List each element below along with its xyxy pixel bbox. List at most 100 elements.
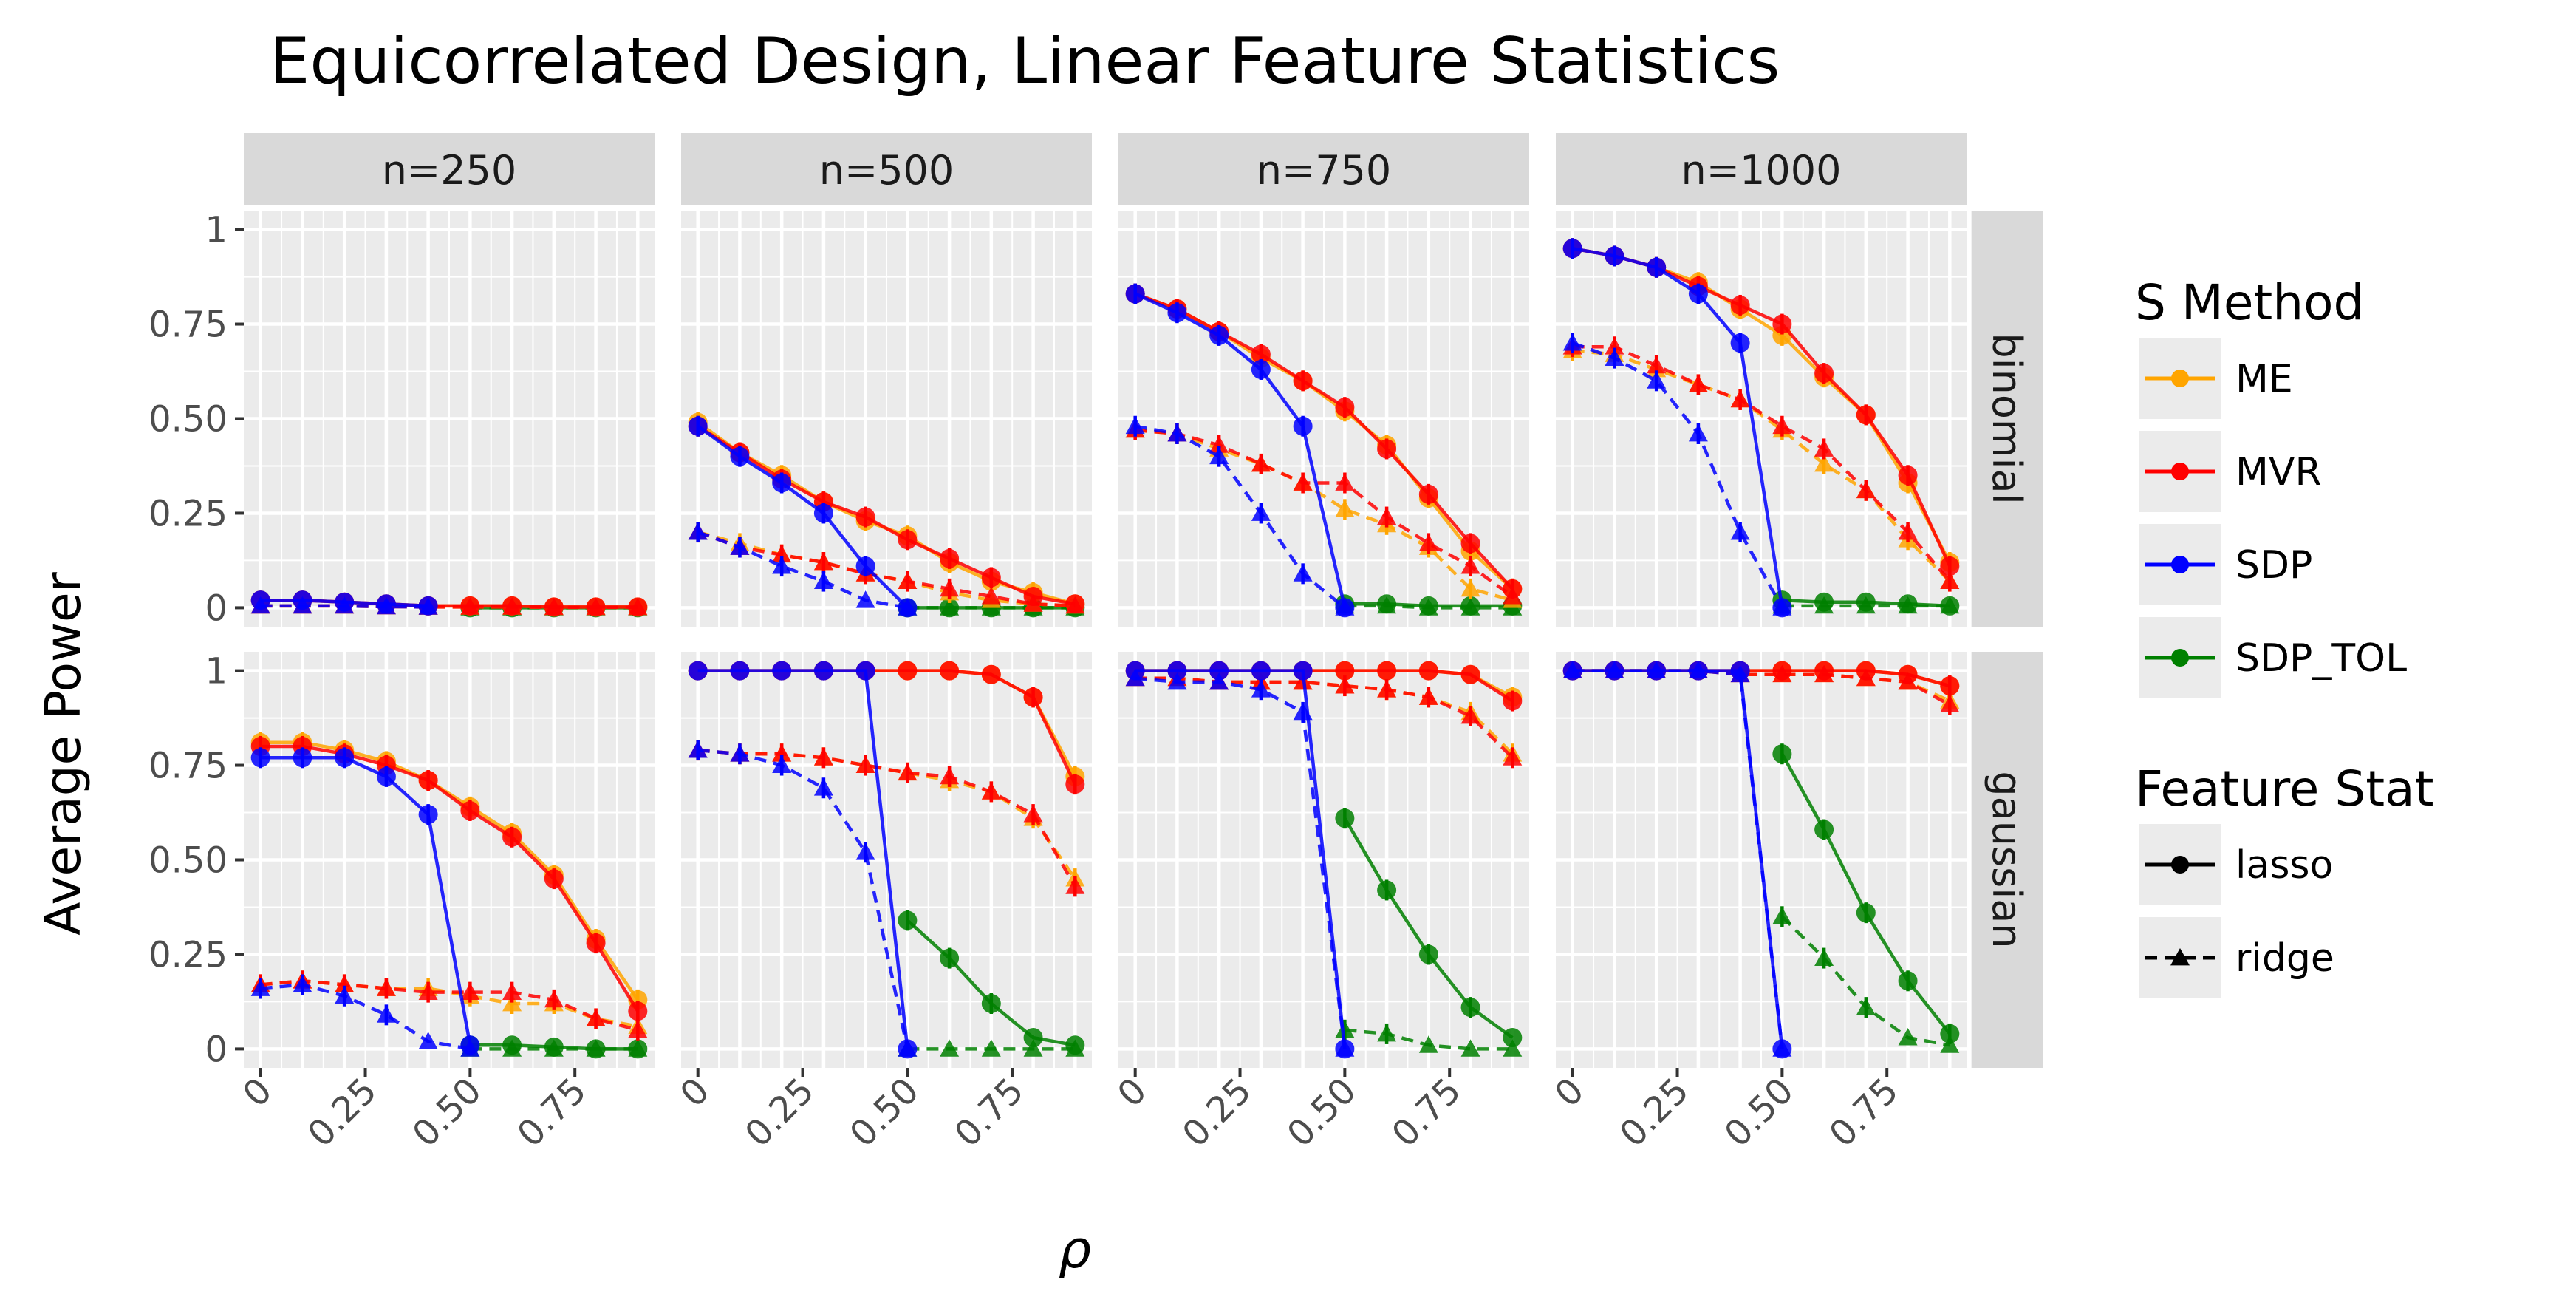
data-point [1023, 805, 1043, 823]
data-point [418, 805, 438, 825]
data-point [586, 1039, 606, 1059]
legend-method-title: S Method [2135, 274, 2364, 331]
data-point [1856, 592, 1876, 612]
legend: S Method Feature Stat ME MVR SDP SDP_TOLlas… [2135, 274, 2433, 998]
series-mvr-ridge-line [1572, 345, 1952, 583]
data-point [1209, 661, 1229, 681]
data-point [730, 661, 750, 681]
data-point [1209, 325, 1229, 345]
data-point [1335, 398, 1355, 418]
legend-label-mvr: MVR [2235, 450, 2322, 494]
data-point [772, 556, 792, 574]
data-point [586, 1009, 606, 1026]
y-tick-label: 0.25 [148, 493, 228, 534]
column-strip-label-n-500: n=500 [819, 147, 954, 194]
series-sdp-tol-ridge [1335, 1019, 1523, 1057]
data-point [772, 661, 792, 681]
panel-gaussian-n-1000: 0 0.25 0.50 0.75 [1547, 652, 1972, 1155]
legend-label-lasso: lasso [2235, 843, 2333, 888]
data-point [293, 590, 312, 610]
data-point [813, 503, 833, 523]
data-point [1688, 423, 1708, 442]
column-strip-label-n-750: n=750 [1257, 147, 1392, 194]
data-point [688, 740, 708, 758]
row-strip-label-binomial: binomial [1984, 333, 2030, 504]
data-point [1856, 903, 1876, 923]
data-point [1335, 1020, 1355, 1038]
y-tick-label: 0.25 [148, 934, 228, 975]
data-point [1856, 661, 1876, 681]
data-point [1772, 1039, 1792, 1059]
data-point [1377, 439, 1397, 459]
data-point [981, 1039, 1001, 1057]
data-point [1418, 1035, 1438, 1053]
chart-title: Equicorrelated Design, Linear Feature St… [270, 24, 1780, 98]
data-point [1730, 522, 1750, 540]
series-sdp-ridge [1562, 333, 1792, 616]
data-point [1377, 661, 1397, 681]
series-sdp-ridge [1125, 668, 1355, 1057]
data-point [855, 661, 875, 681]
data-point [335, 592, 355, 612]
data-point [628, 597, 648, 617]
data-point [855, 590, 875, 608]
data-point [1377, 1024, 1397, 1042]
data-point [502, 596, 522, 616]
data-point [1562, 239, 1582, 259]
data-point [1814, 439, 1834, 457]
data-point [1167, 661, 1187, 681]
data-point [418, 596, 438, 616]
y-tick-label: 0.50 [148, 399, 228, 440]
data-point [1940, 571, 1960, 589]
data-point [981, 664, 1001, 684]
data-point [1418, 687, 1438, 705]
series-sdp-tol-ridge [1772, 906, 1960, 1053]
data-point [1647, 355, 1667, 374]
data-point [1772, 416, 1792, 435]
data-point [1940, 676, 1960, 696]
data-point [460, 1035, 480, 1055]
panel-gaussian-n-750: 0 0.25 0.50 0.75 [1110, 652, 1534, 1155]
data-point [418, 1032, 438, 1049]
panel-binomial-n-750 [1118, 211, 1534, 627]
panel-gaussian-n-500: 0 0.25 0.50 0.75 [672, 652, 1097, 1155]
data-point [502, 1035, 522, 1055]
data-point [855, 507, 875, 527]
data-point [772, 744, 792, 762]
panel-binomial-n-250: 0 0.25 0.50 0.75 1 [148, 210, 660, 629]
data-point [940, 579, 960, 597]
panel-binomial-n-1000 [1556, 211, 1972, 627]
panels-layer: n=250 n=500 n=750 n=1000binomialgaussian00.… [148, 133, 2043, 1155]
column-strip-n-500 [681, 133, 1092, 205]
data-point [898, 530, 918, 550]
data-point [418, 771, 438, 791]
data-point [376, 978, 396, 996]
series-sdp-tol-lasso [1335, 808, 1523, 1048]
data-point [730, 446, 750, 466]
data-point [1251, 661, 1271, 681]
series-mvr-ridge-line [697, 748, 1077, 888]
legend-label-ridge: ridge [2235, 936, 2334, 981]
series-sdp-tol-lasso [1772, 743, 1960, 1044]
data-point [1814, 948, 1834, 966]
data-point [688, 661, 708, 681]
data-point [1293, 371, 1313, 391]
data-point [1730, 389, 1750, 408]
row-strip-gaussian [1970, 652, 2043, 1068]
panel-binomial-n-500 [681, 211, 1097, 627]
data-point [1293, 564, 1313, 582]
data-point [1814, 661, 1834, 681]
data-point [1418, 944, 1438, 964]
data-point [898, 1039, 918, 1059]
y-tick-label: 0 [205, 1029, 228, 1070]
data-point [940, 661, 960, 681]
data-point [898, 910, 918, 930]
data-point [250, 748, 270, 768]
data-point [940, 1039, 960, 1057]
data-point [628, 1039, 648, 1059]
data-point [1856, 998, 1876, 1015]
data-point [1460, 664, 1480, 684]
